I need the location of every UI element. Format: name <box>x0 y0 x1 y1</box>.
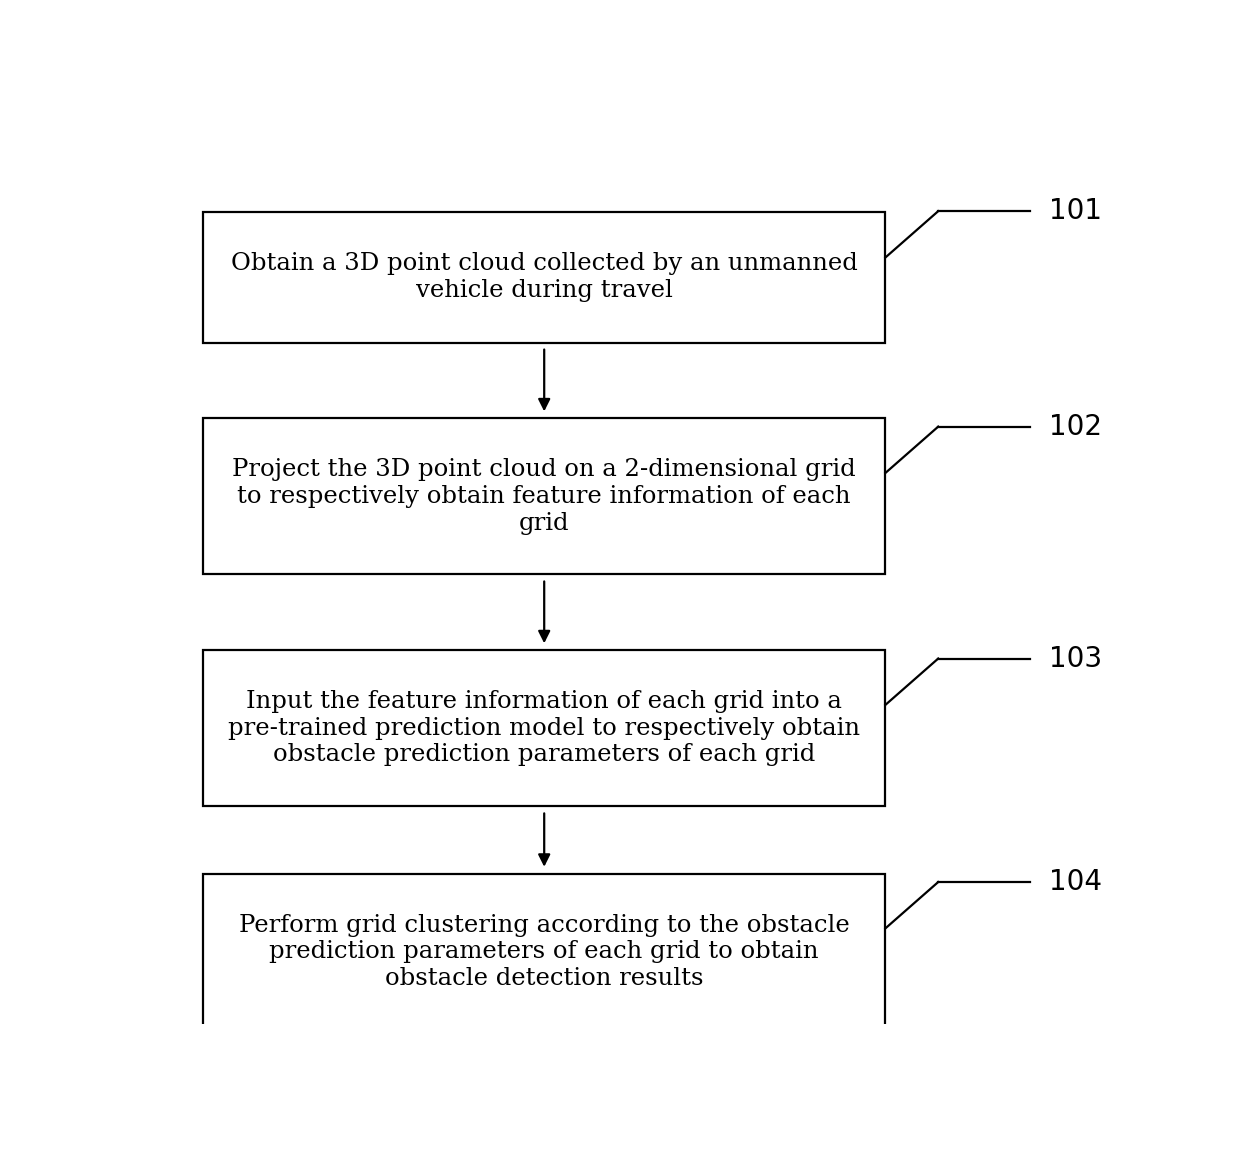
Text: 103: 103 <box>1049 644 1102 673</box>
Bar <box>203 419 885 575</box>
Text: 104: 104 <box>1049 868 1101 896</box>
Bar <box>203 651 885 806</box>
Bar <box>203 874 885 1030</box>
Text: 102: 102 <box>1049 413 1101 440</box>
Text: 101: 101 <box>1049 197 1101 225</box>
Text: Perform grid clustering according to the obstacle
prediction parameters of each : Perform grid clustering according to the… <box>239 914 849 990</box>
Text: Obtain a 3D point cloud collected by an unmanned
vehicle during travel: Obtain a 3D point cloud collected by an … <box>231 252 858 302</box>
Text: Input the feature information of each grid into a
pre-trained prediction model t: Input the feature information of each gr… <box>228 690 861 766</box>
Text: Project the 3D point cloud on a 2-dimensional grid
to respectively obtain featur: Project the 3D point cloud on a 2-dimens… <box>232 459 856 535</box>
Bar <box>203 212 885 343</box>
